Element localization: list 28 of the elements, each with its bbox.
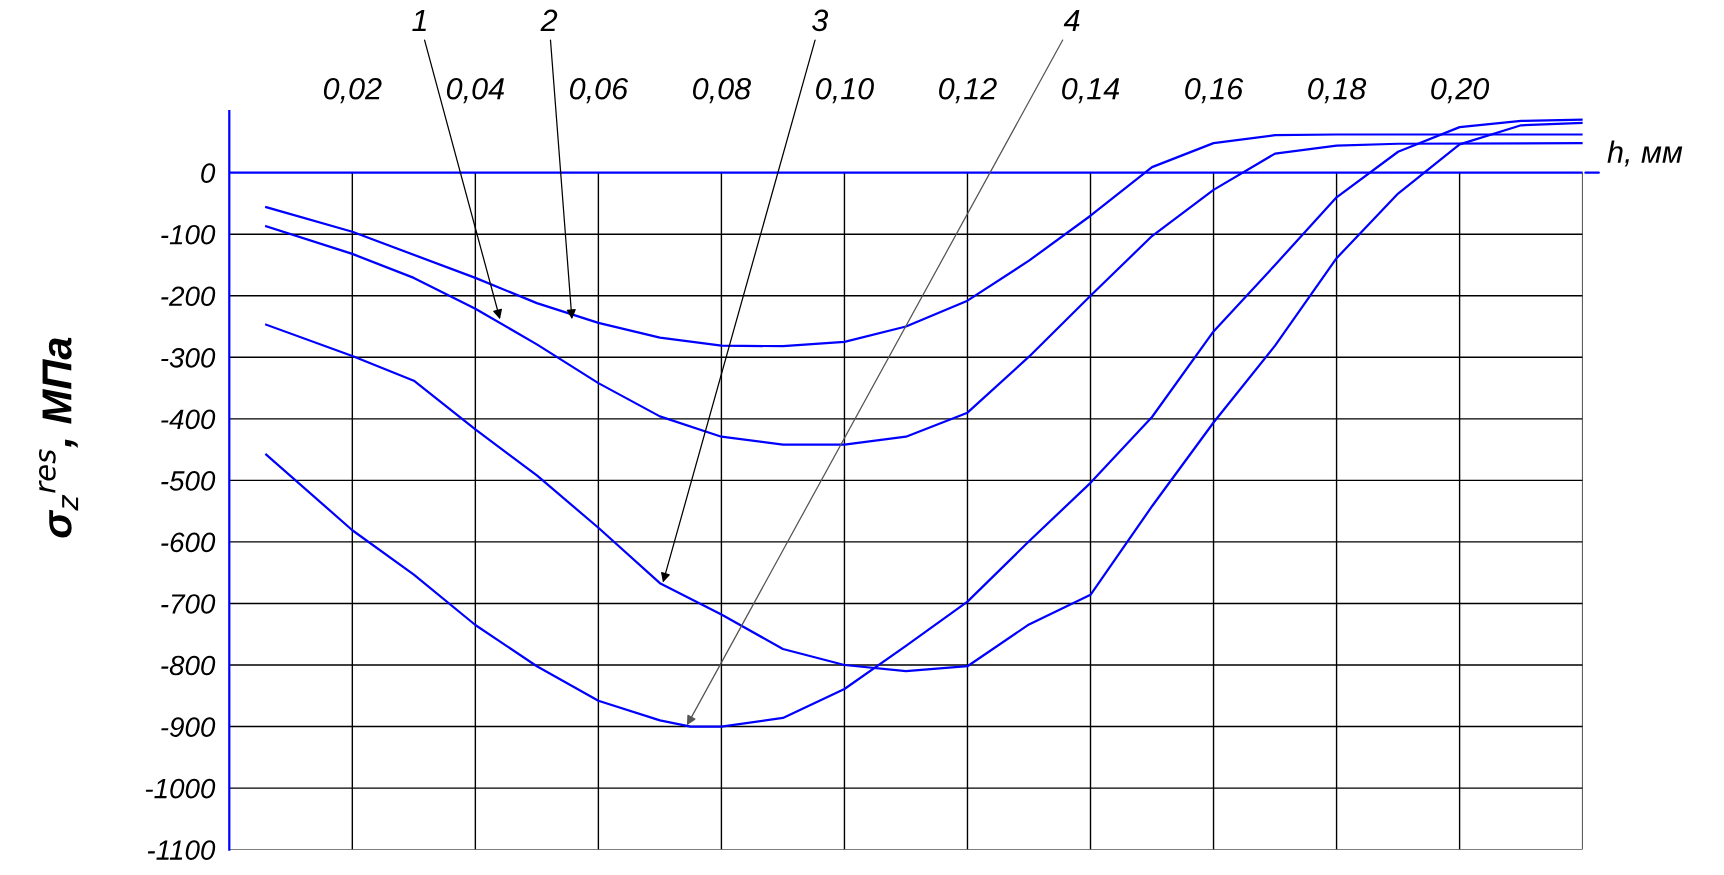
annotation: 3 [812,9,829,32]
y-tick-label: -300 [161,347,216,368]
y-tick-label: -800 [161,655,216,676]
x-tick-label: 0,14 [1062,77,1120,104]
x-axis-title: h, мм [1607,140,1683,167]
annotation: 2 [540,9,558,31]
y-tick-label: -1100 [147,840,216,860]
y-tick-label: -500 [161,471,216,491]
y-tick-label: -900 [161,717,216,737]
y-tick-label: -1000 [145,778,216,799]
x-tick-label: 0,08 [693,77,751,104]
x-tick-label: 0,02 [323,77,382,104]
annotation: 4 [1063,9,1080,31]
x-tick-label: 0,04 [446,77,504,104]
x-tick-label: 0,06 [569,77,629,104]
x-tick-label: 0,16 [1185,77,1244,104]
x-tick-label: 0,12 [939,77,997,104]
y-tick-label: -600 [161,532,216,553]
x-tick-label: 0,20 [1431,77,1490,104]
y-tick-label: -200 [161,286,216,307]
y-tick-label: -700 [161,594,216,614]
x-tick-label: 0,10 [816,77,874,104]
y-tick-label: -400 [161,409,216,430]
annotation: 1 [412,9,426,31]
y-tick-label: 0 [201,163,216,184]
y-tick-label: -100 [161,224,216,245]
x-tick-label: 0,18 [1308,77,1367,104]
y-axis-title: σ$_{z}$$^{res}$, МПа [38,337,79,538]
